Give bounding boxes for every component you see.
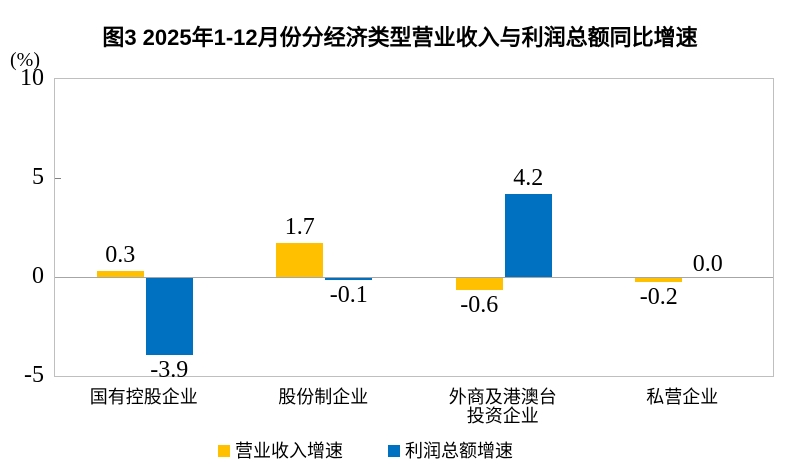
- bar-profit-2: [504, 194, 552, 277]
- y-axis-unit: (%): [10, 49, 40, 71]
- legend-item-profit: 利润总额增速: [388, 441, 513, 461]
- category-label-3: 私营企业: [646, 387, 719, 407]
- category-label-1: 股份制企业: [278, 387, 369, 407]
- plot-area: 0.3 1.7 -0.6 -0.2 -3.9 -0.1 4.2 0.0: [54, 78, 774, 383]
- value-label-revenue-2: -0.6: [460, 292, 499, 318]
- value-label-revenue-0: 0.3: [105, 242, 136, 268]
- value-label-revenue-1: 1.7: [284, 214, 315, 240]
- category-label-2: 外商及港澳台 投资企业: [448, 387, 557, 426]
- y-tick-label-5: 5: [32, 164, 44, 190]
- legend-label-profit: 利润总额增速: [405, 441, 513, 461]
- bar-profit-1: [325, 278, 373, 280]
- value-label-revenue-3: -0.2: [639, 284, 678, 310]
- bar-revenue-1: [276, 243, 324, 277]
- zero-gridline: [55, 277, 773, 278]
- axis-tick-5: [55, 178, 61, 179]
- bar-revenue-3: [635, 278, 683, 282]
- bar-profit-0: [145, 278, 193, 355]
- legend-label-revenue: 营业收入增速: [235, 441, 343, 461]
- legend: 营业收入增速 利润总额增速: [0, 441, 800, 463]
- value-label-profit-3: 0.0: [692, 251, 723, 277]
- y-tick-label-0: 0: [32, 263, 44, 289]
- chart-title: 图3 2025年1-12月份分经济类型营业收入与利润总额同比增速: [102, 25, 698, 50]
- category-label-0: 国有控股企业: [89, 387, 198, 407]
- legend-item-revenue: 营业收入增速: [218, 441, 343, 461]
- legend-swatch-profit: [388, 445, 400, 457]
- value-label-profit-0: -3.9: [150, 357, 189, 383]
- bar-revenue-2: [455, 278, 503, 290]
- legend-swatch-revenue: [218, 445, 230, 457]
- value-label-profit-1: -0.1: [329, 282, 368, 308]
- value-label-profit-2: 4.2: [513, 165, 544, 191]
- y-tick-label-10: 10: [20, 65, 44, 91]
- y-tick-label-neg5: -5: [24, 362, 44, 388]
- bar-revenue-0: [96, 271, 144, 277]
